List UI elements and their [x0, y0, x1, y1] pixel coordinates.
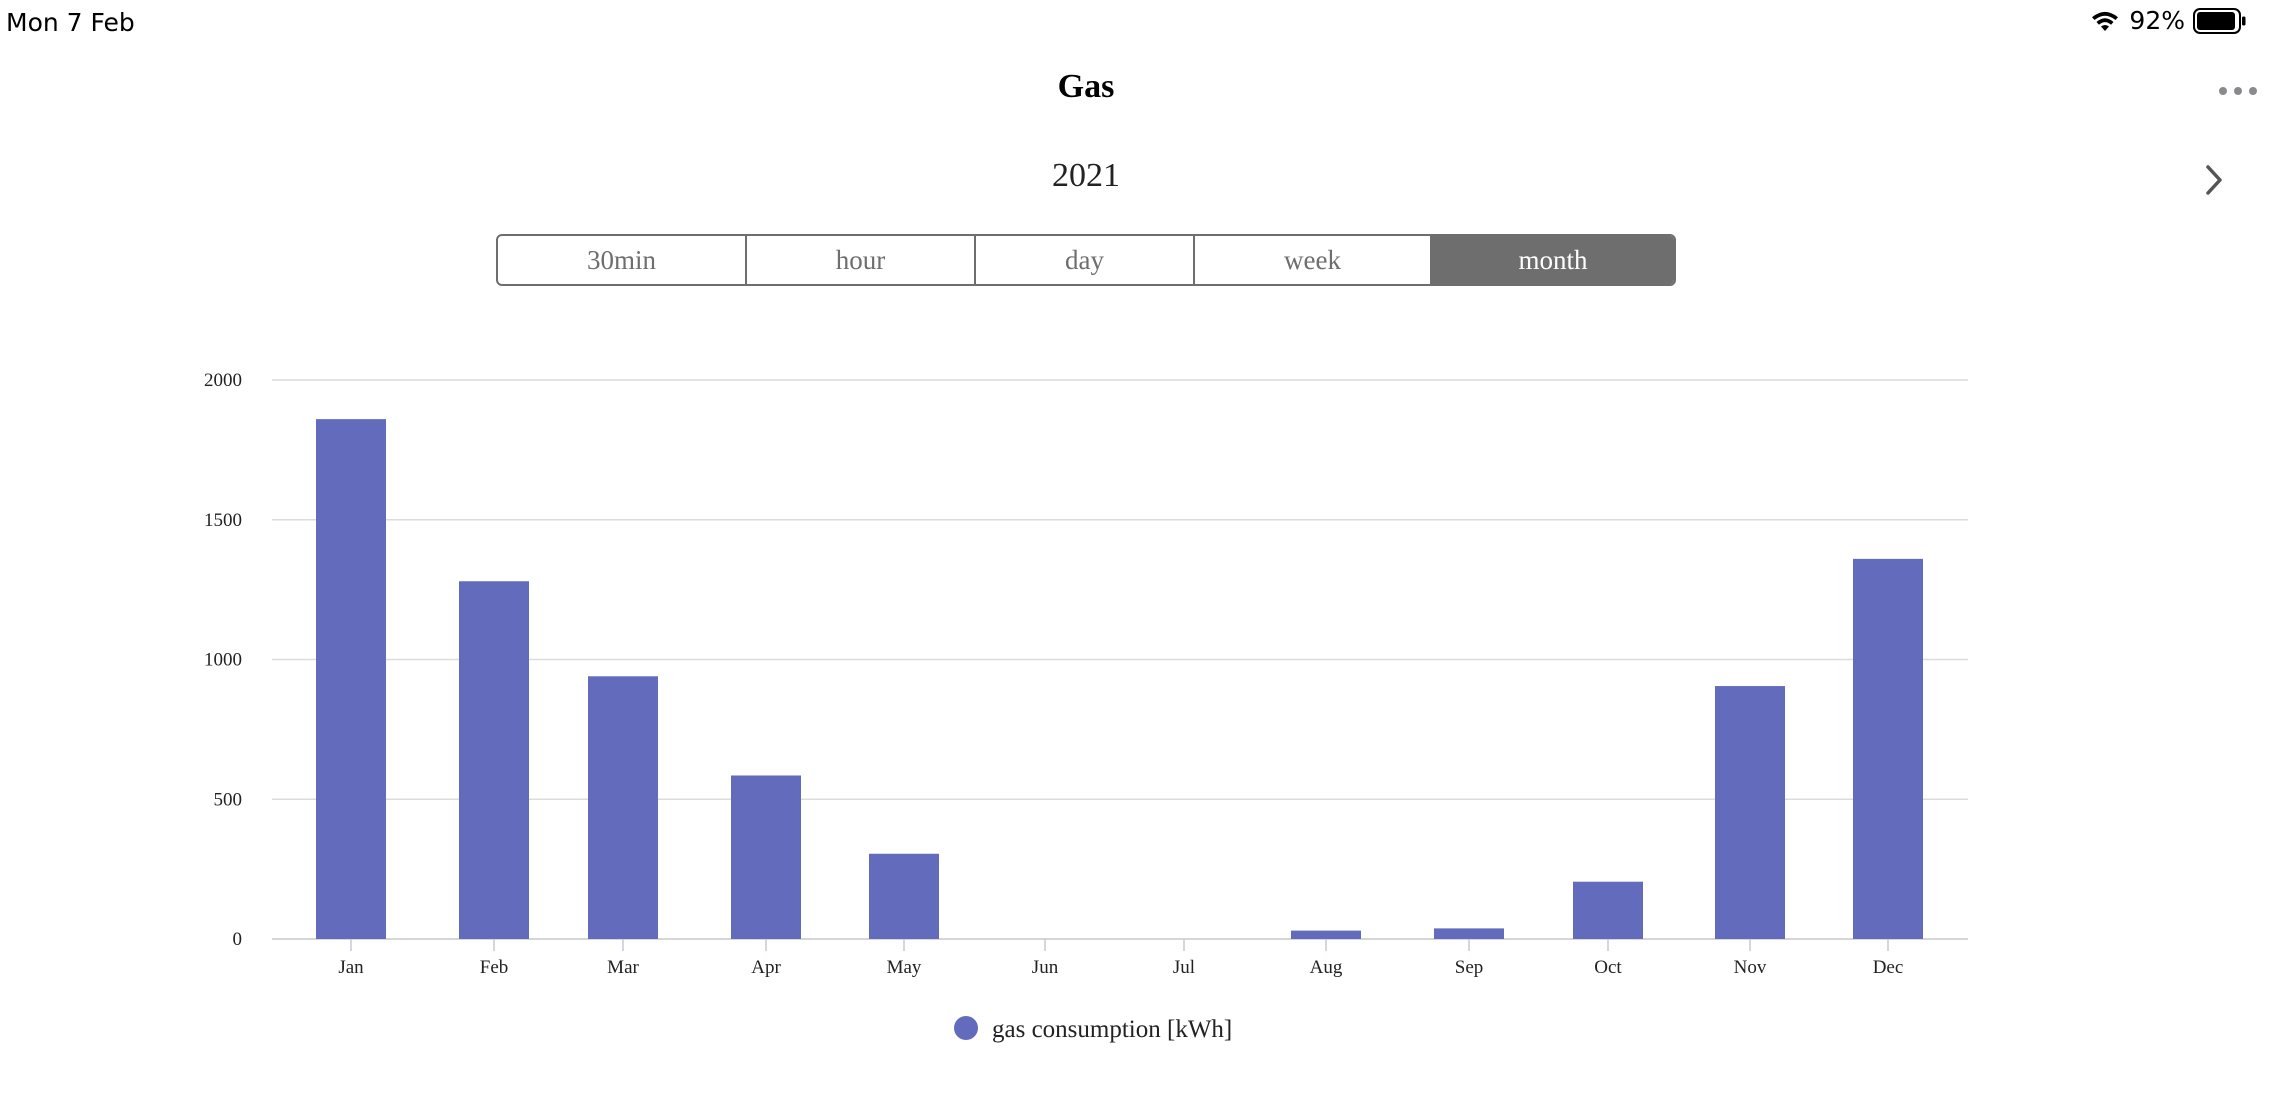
legend-label: gas consumption [kWh]	[992, 1016, 1232, 1043]
x-tick-label: Aug	[1310, 957, 1343, 978]
x-tick-label: May	[887, 957, 922, 978]
x-tick-label: Oct	[1594, 957, 1622, 978]
x-tick-label: Mar	[607, 957, 639, 978]
bar-aug	[1291, 930, 1361, 939]
x-tick-label: Jul	[1173, 957, 1195, 978]
x-tick-label: Jun	[1032, 957, 1059, 978]
bar-dec	[1853, 558, 1923, 939]
bar-apr	[731, 775, 801, 939]
battery-icon	[2193, 7, 2246, 34]
segment-day[interactable]: day	[976, 236, 1195, 284]
wifi-icon	[2092, 11, 2119, 31]
bar-nov	[1715, 686, 1785, 939]
x-tick-label: Dec	[1873, 957, 1904, 978]
status-indicators: 92%	[2089, 6, 2247, 35]
bar-feb	[459, 581, 529, 939]
x-tick-label: Jan	[338, 957, 364, 978]
y-tick-label: 500	[214, 789, 243, 810]
bar-may	[869, 853, 939, 939]
x-tick-label: Nov	[1734, 957, 1767, 978]
next-period-button[interactable]	[2200, 162, 2228, 198]
bar-mar	[588, 676, 658, 939]
legend-swatch	[954, 1016, 978, 1040]
chevron-right-icon	[2206, 165, 2222, 195]
more-options-button[interactable]	[2217, 78, 2259, 104]
period-segmented-control: 30min hour day week month	[496, 234, 1676, 286]
battery-percentage: 92%	[2129, 6, 2185, 35]
x-tick-label: Feb	[480, 957, 509, 978]
x-tick-label: Sep	[1455, 957, 1484, 978]
y-tick-label: 1500	[204, 510, 242, 531]
y-tick-label: 0	[233, 929, 243, 950]
segment-hour[interactable]: hour	[747, 236, 976, 284]
x-tick-label: Apr	[751, 957, 781, 978]
y-tick-label: 1000	[204, 650, 242, 671]
segment-30min[interactable]: 30min	[498, 236, 747, 284]
year-label: 2021	[1052, 157, 1120, 194]
y-tick-label: 2000	[204, 370, 242, 391]
status-time: Mon 7 Feb	[6, 8, 135, 37]
segment-week[interactable]: week	[1195, 236, 1432, 284]
bar-oct	[1573, 881, 1643, 939]
page-title: Gas	[1057, 68, 1115, 105]
ellipsis-icon	[2219, 87, 2257, 95]
segment-month[interactable]: month	[1432, 236, 1674, 284]
bar-sep	[1434, 928, 1504, 939]
bar-jan	[316, 419, 386, 939]
